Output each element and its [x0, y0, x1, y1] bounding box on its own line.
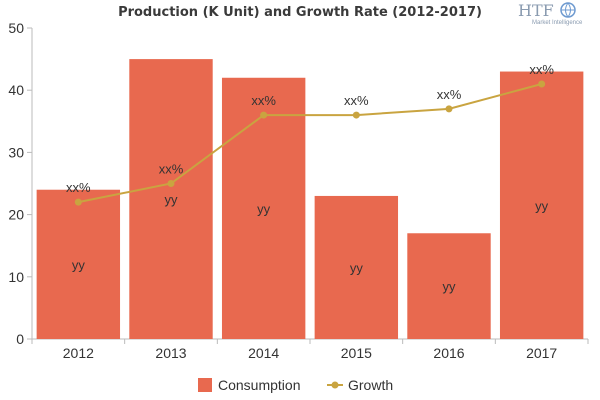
bar — [221, 77, 306, 339]
legend-swatch-growth-marker — [331, 381, 339, 389]
growth-line — [78, 83, 542, 204]
bar — [36, 189, 121, 339]
growth-point — [352, 111, 360, 119]
x-tick-label: 2012 — [63, 345, 94, 361]
bar-data-label: yy — [443, 279, 457, 294]
bar-data-label: yy — [165, 192, 179, 207]
bar-labels: yy yy yy yy yy yy — [72, 192, 549, 294]
y-tick-label: 20 — [8, 207, 24, 223]
legend: Consumption Growth — [198, 377, 393, 393]
globe-icon — [560, 2, 576, 18]
chart-title: Production (K Unit) and Growth Rate (201… — [118, 5, 482, 20]
y-axis: 0 10 20 30 40 50 — [8, 20, 33, 347]
y-tick-label: 40 — [8, 82, 24, 98]
y-tick-label: 10 — [8, 269, 24, 285]
growth-data-label: xx% — [529, 62, 554, 77]
legend-swatch-consumption — [198, 378, 212, 392]
growth-data-label: xx% — [344, 93, 369, 108]
logo-text: HTF — [518, 1, 554, 20]
bar — [129, 59, 213, 339]
growth-point — [260, 111, 268, 119]
x-axis: 2012 2013 2014 2015 2016 2017 — [31, 338, 589, 361]
y-tick-label: 30 — [8, 144, 24, 160]
bar-data-label: yy — [350, 260, 364, 275]
x-tick-label: 2014 — [248, 345, 279, 361]
growth-data-label: xx% — [66, 180, 91, 195]
line-series — [74, 80, 546, 206]
logo: HTF Market Intelligence — [518, 1, 583, 26]
growth-point — [538, 80, 546, 88]
y-tick-label: 0 — [16, 331, 24, 347]
x-tick-label: 2013 — [155, 345, 186, 361]
logo-subtext: Market Intelligence — [532, 20, 583, 26]
bar — [314, 195, 399, 339]
y-tick-label: 50 — [8, 20, 24, 36]
bar-data-label: yy — [535, 198, 549, 213]
growth-point — [445, 105, 453, 113]
bar — [407, 233, 491, 339]
bar-series — [36, 59, 584, 339]
x-tick-label: 2016 — [433, 345, 464, 361]
growth-data-label: xx% — [251, 93, 276, 108]
line-labels: xx% xx% xx% xx% xx% xx% — [66, 62, 554, 195]
bar — [499, 71, 584, 339]
legend-label-consumption: Consumption — [218, 377, 301, 393]
x-tick-label: 2015 — [341, 345, 372, 361]
x-tick-label: 2017 — [526, 345, 557, 361]
legend-label-growth: Growth — [348, 377, 393, 393]
growth-data-label: xx% — [437, 87, 462, 102]
growth-point — [167, 180, 175, 187]
bar-data-label: yy — [257, 201, 271, 216]
bar-data-label: yy — [72, 257, 86, 272]
growth-data-label: xx% — [159, 162, 184, 177]
growth-point — [74, 198, 82, 206]
